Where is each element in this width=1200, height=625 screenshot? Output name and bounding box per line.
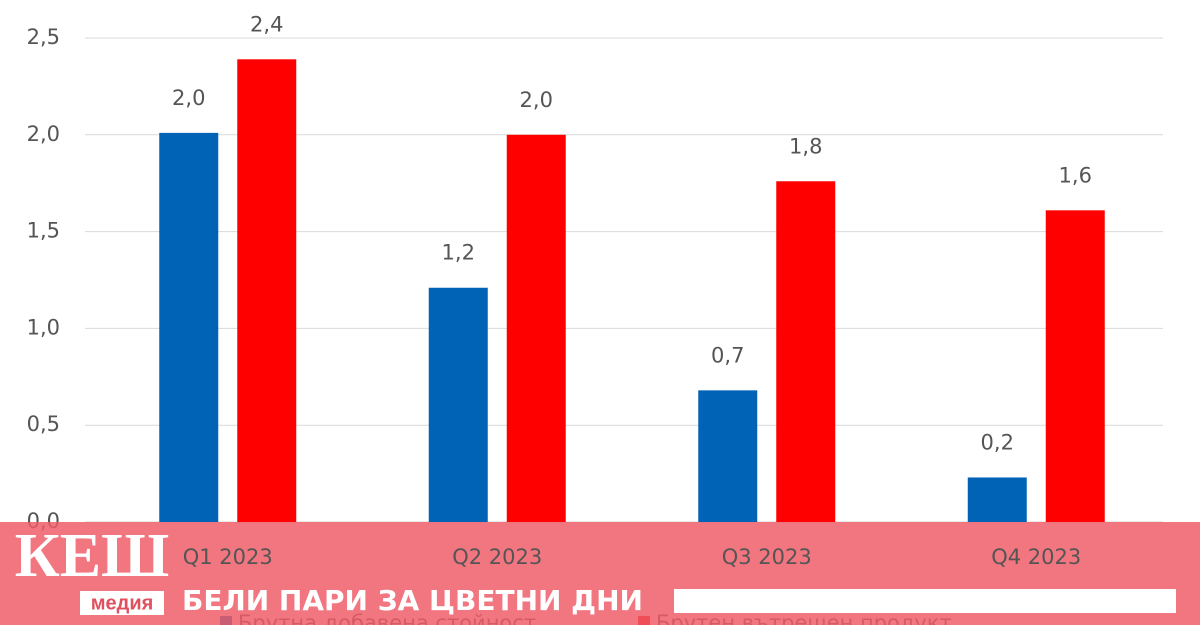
tagline-bar xyxy=(674,589,1176,613)
bar xyxy=(1045,210,1105,522)
x-tick-label: Q3 2023 xyxy=(722,545,812,569)
logo: КЕШ xyxy=(15,522,169,590)
logo-sub-box xyxy=(80,591,164,615)
overlay: Q1 2023 Q2 2023 Q3 2023 Q4 2023 xyxy=(183,545,1082,569)
bar xyxy=(698,390,758,522)
x-tick-label: Q2 2023 xyxy=(452,545,542,569)
value-label: 1,8 xyxy=(789,134,822,158)
x-tick-label: Q1 2023 xyxy=(183,545,273,569)
y-tick-label: 2,5 xyxy=(27,25,60,49)
y-tick-label: 1,5 xyxy=(27,219,60,243)
bar xyxy=(159,132,219,522)
bar xyxy=(776,181,836,522)
value-label: 0,7 xyxy=(711,343,744,367)
value-label: 0,2 xyxy=(981,430,1014,454)
bar xyxy=(967,477,1027,522)
x-tick-label: Q4 2023 xyxy=(991,545,1081,569)
value-label: 2,0 xyxy=(520,88,553,112)
bar xyxy=(428,287,488,522)
y-tick-label: 1,0 xyxy=(27,315,60,339)
tagline: БЕЛИ ПАРИ ЗА ЦВЕТНИ ДНИ xyxy=(182,584,643,617)
y-tick-label: 0,5 xyxy=(27,412,60,436)
logo-sub: медия xyxy=(91,592,154,614)
value-label: 2,0 xyxy=(172,86,205,110)
y-tick-label: 2,0 xyxy=(27,122,60,146)
bar xyxy=(237,59,297,523)
value-label: 1,6 xyxy=(1059,163,1092,187)
value-label: 2,4 xyxy=(250,12,283,36)
bar xyxy=(506,134,566,523)
value-label: 1,2 xyxy=(442,241,475,265)
